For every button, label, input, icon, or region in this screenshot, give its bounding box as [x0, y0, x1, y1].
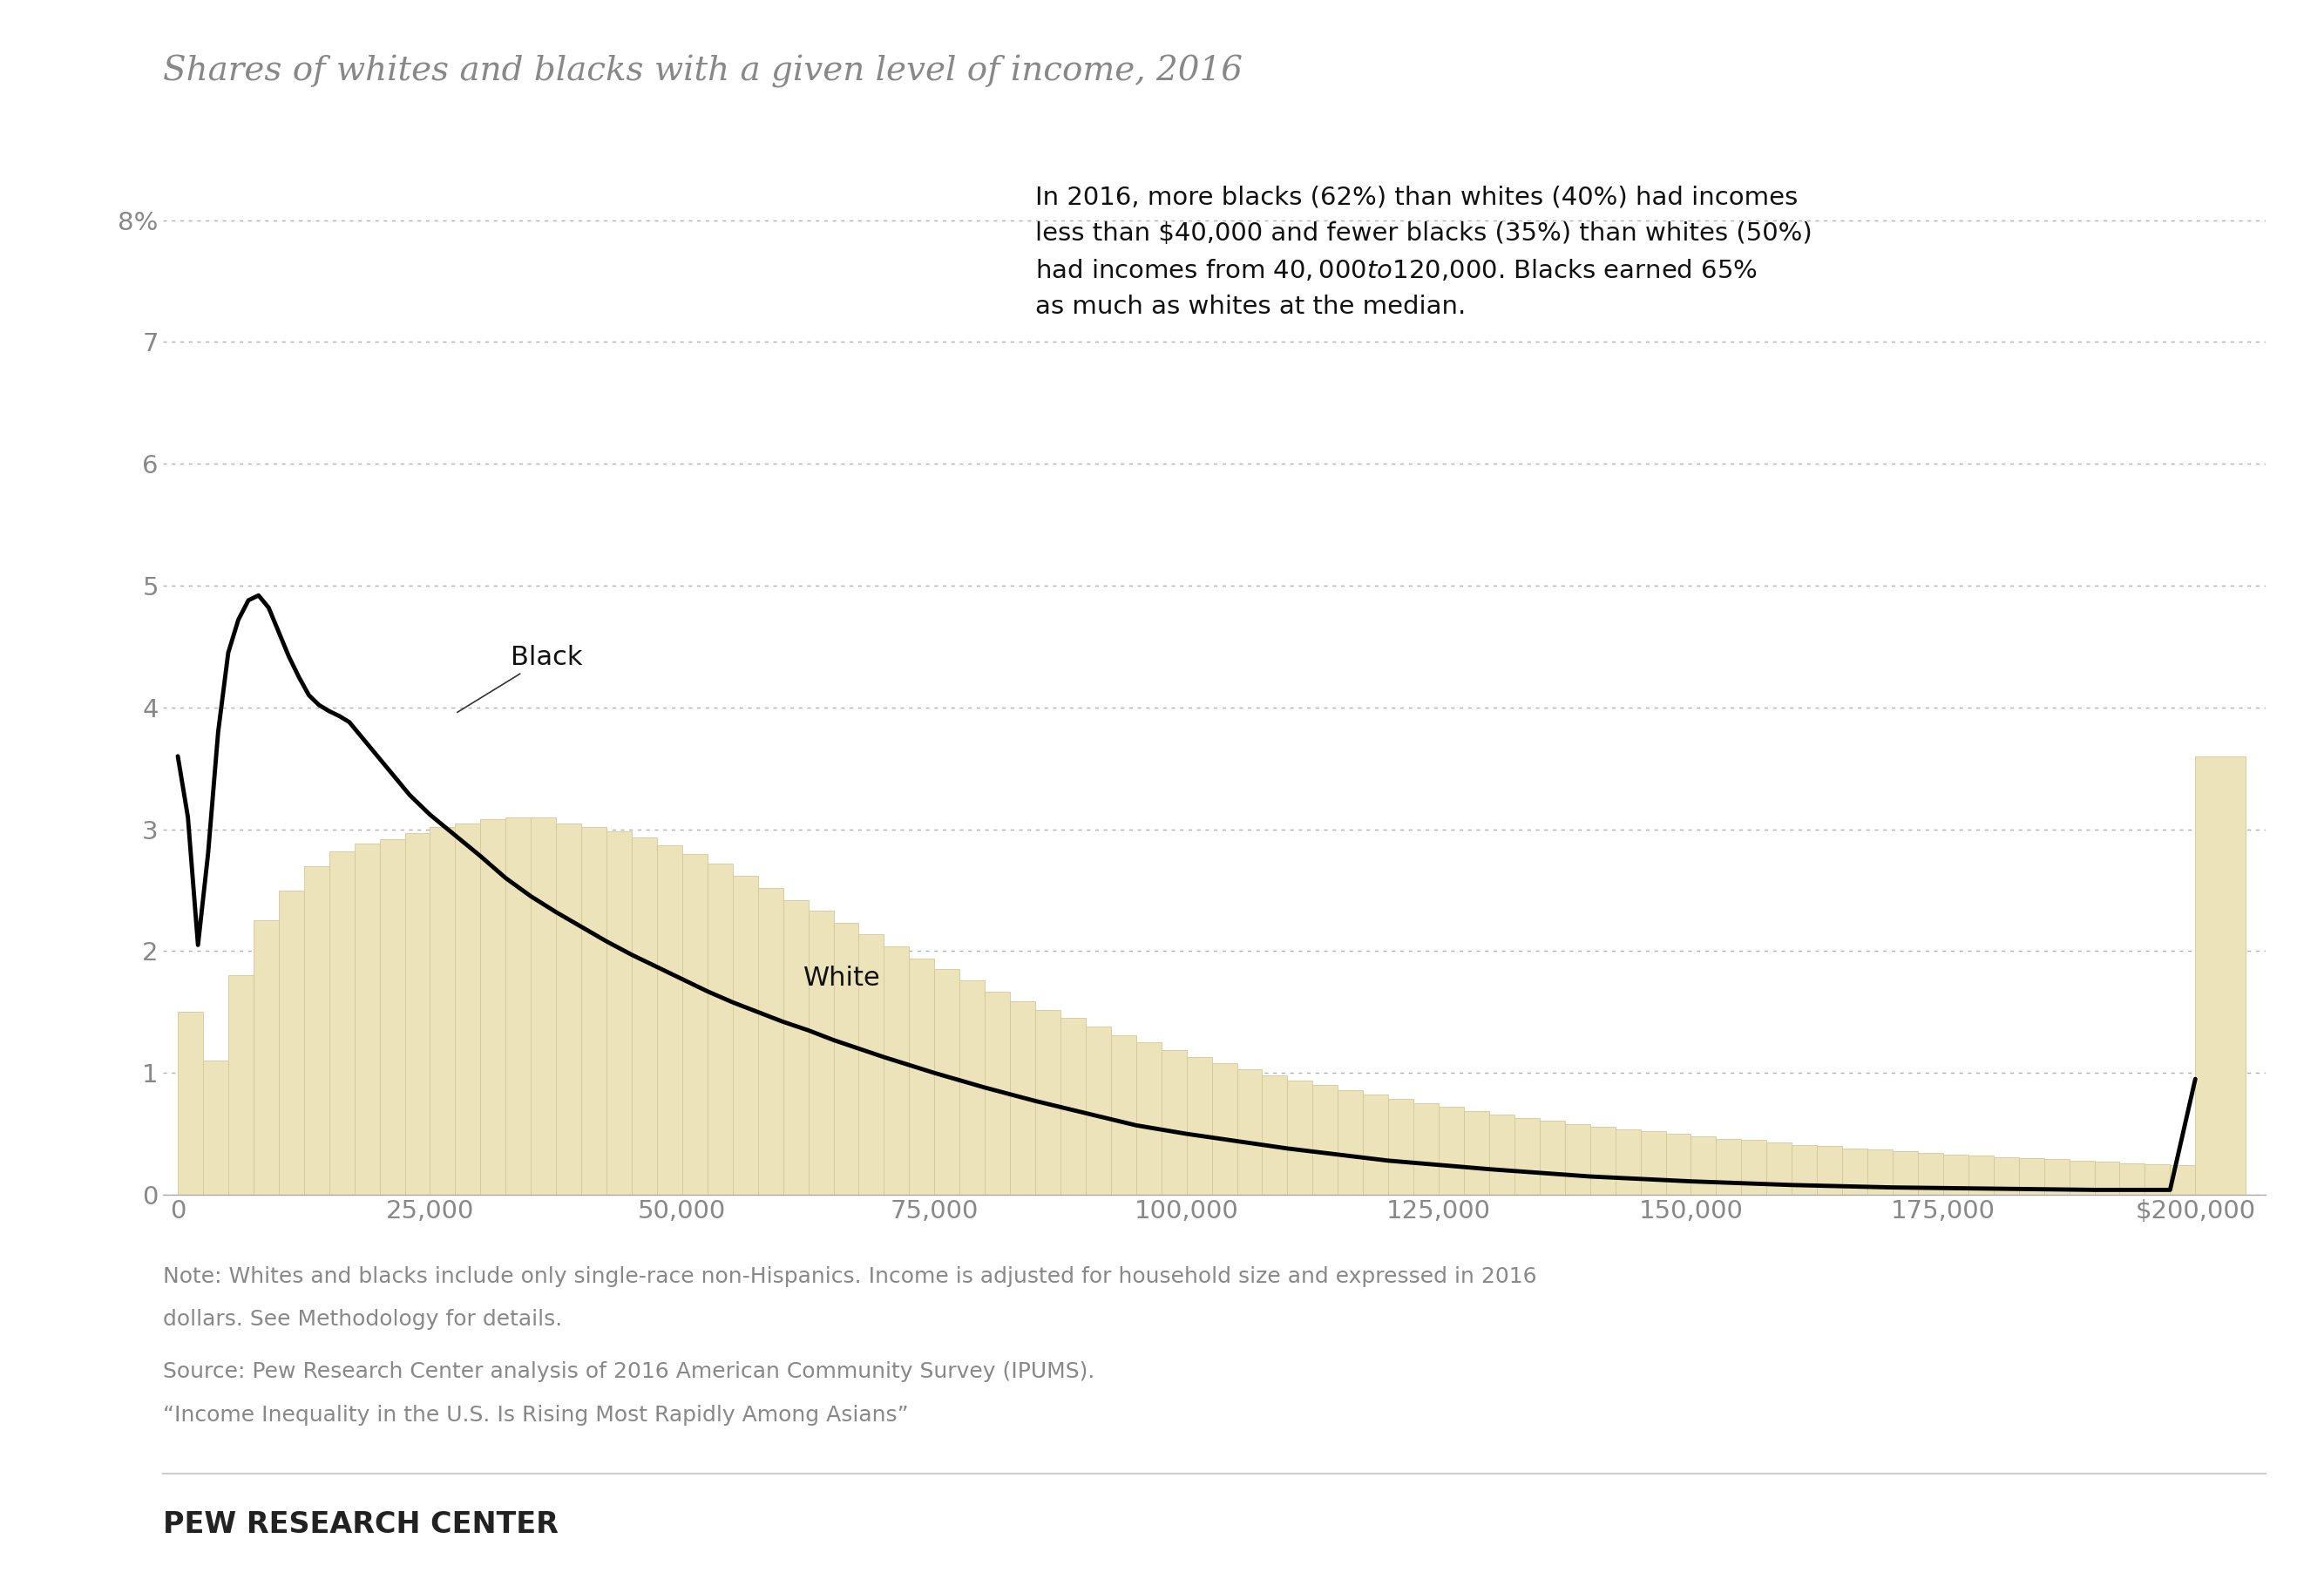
Bar	[758, 887, 783, 1195]
Bar	[2068, 1161, 2094, 1195]
Bar	[1615, 1129, 1641, 1195]
Bar	[1387, 1099, 1413, 1195]
Bar	[1339, 1090, 1364, 1195]
Bar	[1917, 1153, 1943, 1195]
Bar	[632, 838, 658, 1195]
Bar	[1060, 1018, 1085, 1195]
Bar	[1085, 1026, 1111, 1195]
Bar	[1994, 1157, 2020, 1195]
Bar	[253, 921, 279, 1195]
Bar	[1692, 1136, 1715, 1195]
Bar	[507, 817, 530, 1195]
Bar	[1287, 1080, 1313, 1195]
Bar	[456, 824, 481, 1195]
Bar	[1413, 1104, 1439, 1195]
Bar	[2145, 1164, 2171, 1195]
Bar	[683, 854, 706, 1195]
Bar	[1792, 1145, 1817, 1195]
Bar	[783, 900, 809, 1195]
Bar	[1262, 1075, 1287, 1195]
Bar	[934, 970, 960, 1195]
Bar	[1439, 1107, 1464, 1195]
Bar	[706, 863, 732, 1195]
Bar	[1011, 1000, 1034, 1195]
Text: PEW RESEARCH CENTER: PEW RESEARCH CENTER	[163, 1510, 558, 1539]
Bar	[1364, 1094, 1387, 1195]
Bar	[858, 933, 883, 1195]
Bar	[1641, 1131, 1666, 1195]
Text: Source: Pew Research Center analysis of 2016 American Community Survey (IPUMS).: Source: Pew Research Center analysis of …	[163, 1362, 1095, 1383]
Bar	[404, 833, 430, 1195]
Bar	[2020, 1158, 2045, 1195]
Bar	[430, 827, 456, 1195]
Bar	[1188, 1058, 1211, 1195]
Bar	[1943, 1155, 1968, 1195]
Bar	[1111, 1035, 1136, 1195]
Bar	[1211, 1063, 1236, 1195]
Bar	[607, 832, 632, 1195]
Bar	[834, 922, 858, 1195]
Bar	[1766, 1142, 1792, 1195]
Bar	[1564, 1125, 1590, 1195]
Bar	[581, 827, 607, 1195]
Text: In 2016, more blacks (62%) than whites (40%) had incomes
less than $40,000 and f: In 2016, more blacks (62%) than whites (…	[1037, 185, 1813, 319]
Bar	[1490, 1115, 1515, 1195]
Bar	[985, 991, 1011, 1195]
Text: Shares of whites and blacks with a given level of income, 2016: Shares of whites and blacks with a given…	[163, 54, 1243, 88]
Bar	[1741, 1141, 1766, 1195]
Bar	[1843, 1149, 1868, 1195]
Bar	[555, 824, 581, 1195]
Bar	[1868, 1150, 1892, 1195]
Bar	[2045, 1160, 2068, 1195]
Bar	[960, 980, 985, 1195]
Bar	[658, 846, 683, 1195]
Bar	[1464, 1110, 1490, 1195]
Text: “Income Inequality in the U.S. Is Rising Most Rapidly Among Asians”: “Income Inequality in the U.S. Is Rising…	[163, 1405, 909, 1426]
Text: dollars. See Methodology for details.: dollars. See Methodology for details.	[163, 1309, 562, 1330]
Bar	[202, 1061, 228, 1195]
Bar	[1136, 1042, 1162, 1195]
Bar	[304, 867, 330, 1195]
Bar	[1666, 1134, 1692, 1195]
Bar	[809, 911, 834, 1195]
Bar	[1968, 1157, 1994, 1195]
Bar	[481, 819, 507, 1195]
Bar	[530, 817, 555, 1195]
Bar	[1162, 1050, 1188, 1195]
Bar	[1538, 1120, 1564, 1195]
Bar	[2094, 1161, 2119, 1195]
Bar	[1236, 1069, 1262, 1195]
Bar	[228, 975, 253, 1195]
Text: Note: Whites and blacks include only single-race non-Hispanics. Income is adjust: Note: Whites and blacks include only sin…	[163, 1266, 1536, 1287]
Bar	[2119, 1163, 2145, 1195]
Text: White: White	[804, 965, 881, 991]
Bar	[1034, 1010, 1060, 1195]
Bar	[732, 876, 758, 1195]
Bar	[379, 840, 404, 1195]
Bar	[909, 959, 934, 1195]
Bar	[2196, 757, 2245, 1195]
Bar	[1590, 1126, 1615, 1195]
Text: Black: Black	[458, 645, 583, 712]
Bar	[1892, 1150, 1917, 1195]
Bar	[353, 844, 379, 1195]
Bar	[883, 946, 909, 1195]
Bar	[1313, 1085, 1339, 1195]
Bar	[1715, 1139, 1741, 1195]
Bar	[2171, 1166, 2196, 1195]
Bar	[330, 851, 353, 1195]
Bar	[1515, 1118, 1538, 1195]
Bar	[279, 890, 304, 1195]
Bar	[179, 1012, 202, 1195]
Bar	[1817, 1145, 1843, 1195]
